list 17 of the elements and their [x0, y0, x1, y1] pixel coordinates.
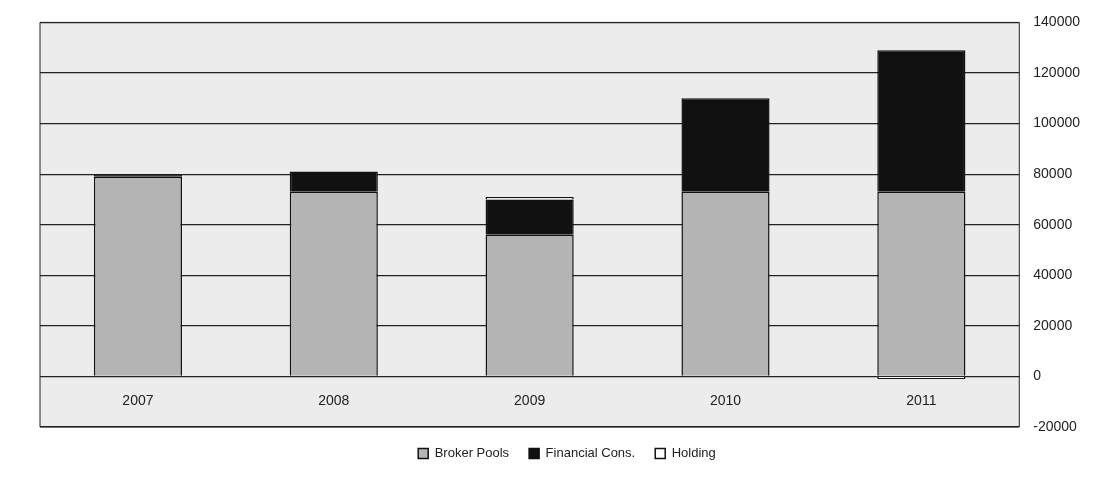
y-tick-label: 120000 — [1033, 63, 1081, 80]
y-tick-label: 40000 — [1033, 266, 1073, 283]
y-tick-label: 140000 — [1033, 13, 1081, 30]
x-tick-label: 2011 — [906, 391, 937, 408]
x-tick-label: 2010 — [709, 391, 742, 408]
y-tick-label: 80000 — [1033, 164, 1073, 181]
legend-label: Holding — [671, 445, 716, 461]
legend-label: Financial Cons. — [545, 445, 636, 461]
y-tick-label: 20000 — [1033, 316, 1073, 333]
x-tick-label: 2007 — [122, 391, 154, 408]
y-tick-label: 100000 — [1033, 114, 1081, 131]
x-tick-label: 2008 — [318, 391, 350, 408]
y-tick-label: 0 — [1033, 367, 1042, 384]
legend-label: Broker Pools — [434, 445, 510, 461]
y-tick-label: -20000 — [1033, 417, 1078, 434]
x-tick-label: 2009 — [514, 391, 546, 408]
y-tick-label: 60000 — [1033, 215, 1073, 232]
